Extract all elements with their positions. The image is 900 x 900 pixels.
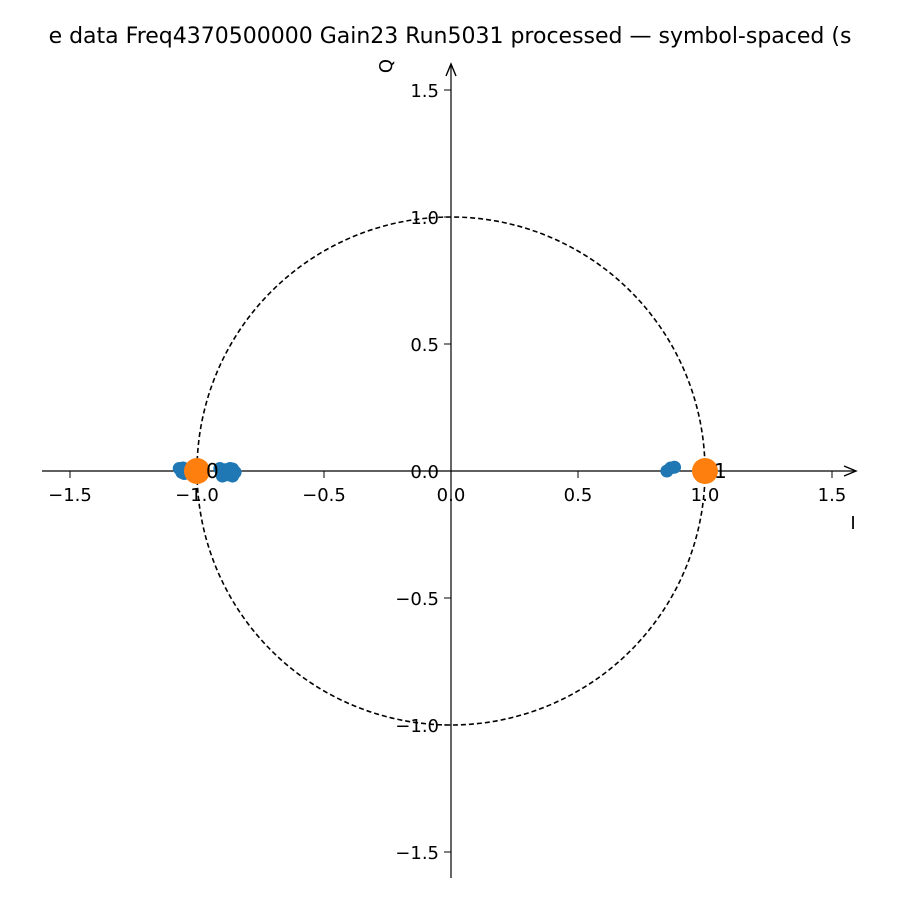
reference-symbol-label: 0 <box>206 459 219 483</box>
x-tick-label: −1.0 <box>175 485 219 506</box>
y-axis-arrow-icon <box>445 62 457 77</box>
x-tick-label: −0.5 <box>302 485 346 506</box>
x-axis-label: I <box>850 513 855 534</box>
reference-symbol-label: 1 <box>714 459 727 483</box>
y-axis-label: Q <box>376 59 397 73</box>
received-symbol-point <box>228 465 242 479</box>
y-tick-label: −1.0 <box>395 716 439 737</box>
chart-title: e data Freq4370500000 Gain23 Run5031 pro… <box>49 24 852 49</box>
y-tick-label: 1.0 <box>410 208 439 229</box>
y-tick-label: 0.5 <box>410 335 439 356</box>
x-tick-label: 0.5 <box>564 485 593 506</box>
x-axis-arrow-icon <box>843 465 858 477</box>
x-tick-label: 0.0 <box>437 485 466 506</box>
received-symbol-point <box>668 460 682 474</box>
reference-symbol-point <box>692 458 718 484</box>
x-tick-label: −1.5 <box>48 485 92 506</box>
reference-symbol-point <box>184 458 210 484</box>
y-tick-label: 0.0 <box>410 462 439 483</box>
x-tick-label: 1.0 <box>691 485 720 506</box>
y-tick-label: −0.5 <box>395 589 439 610</box>
x-tick-label: 1.5 <box>818 485 847 506</box>
y-tick-label: −1.5 <box>395 843 439 864</box>
y-tick-label: 1.5 <box>410 81 439 102</box>
ticks-layer: −1.5 −1.0 −0.5 0.0 0.5 1.0 1.5−1.5−1.0−0.50.00… <box>48 81 846 864</box>
